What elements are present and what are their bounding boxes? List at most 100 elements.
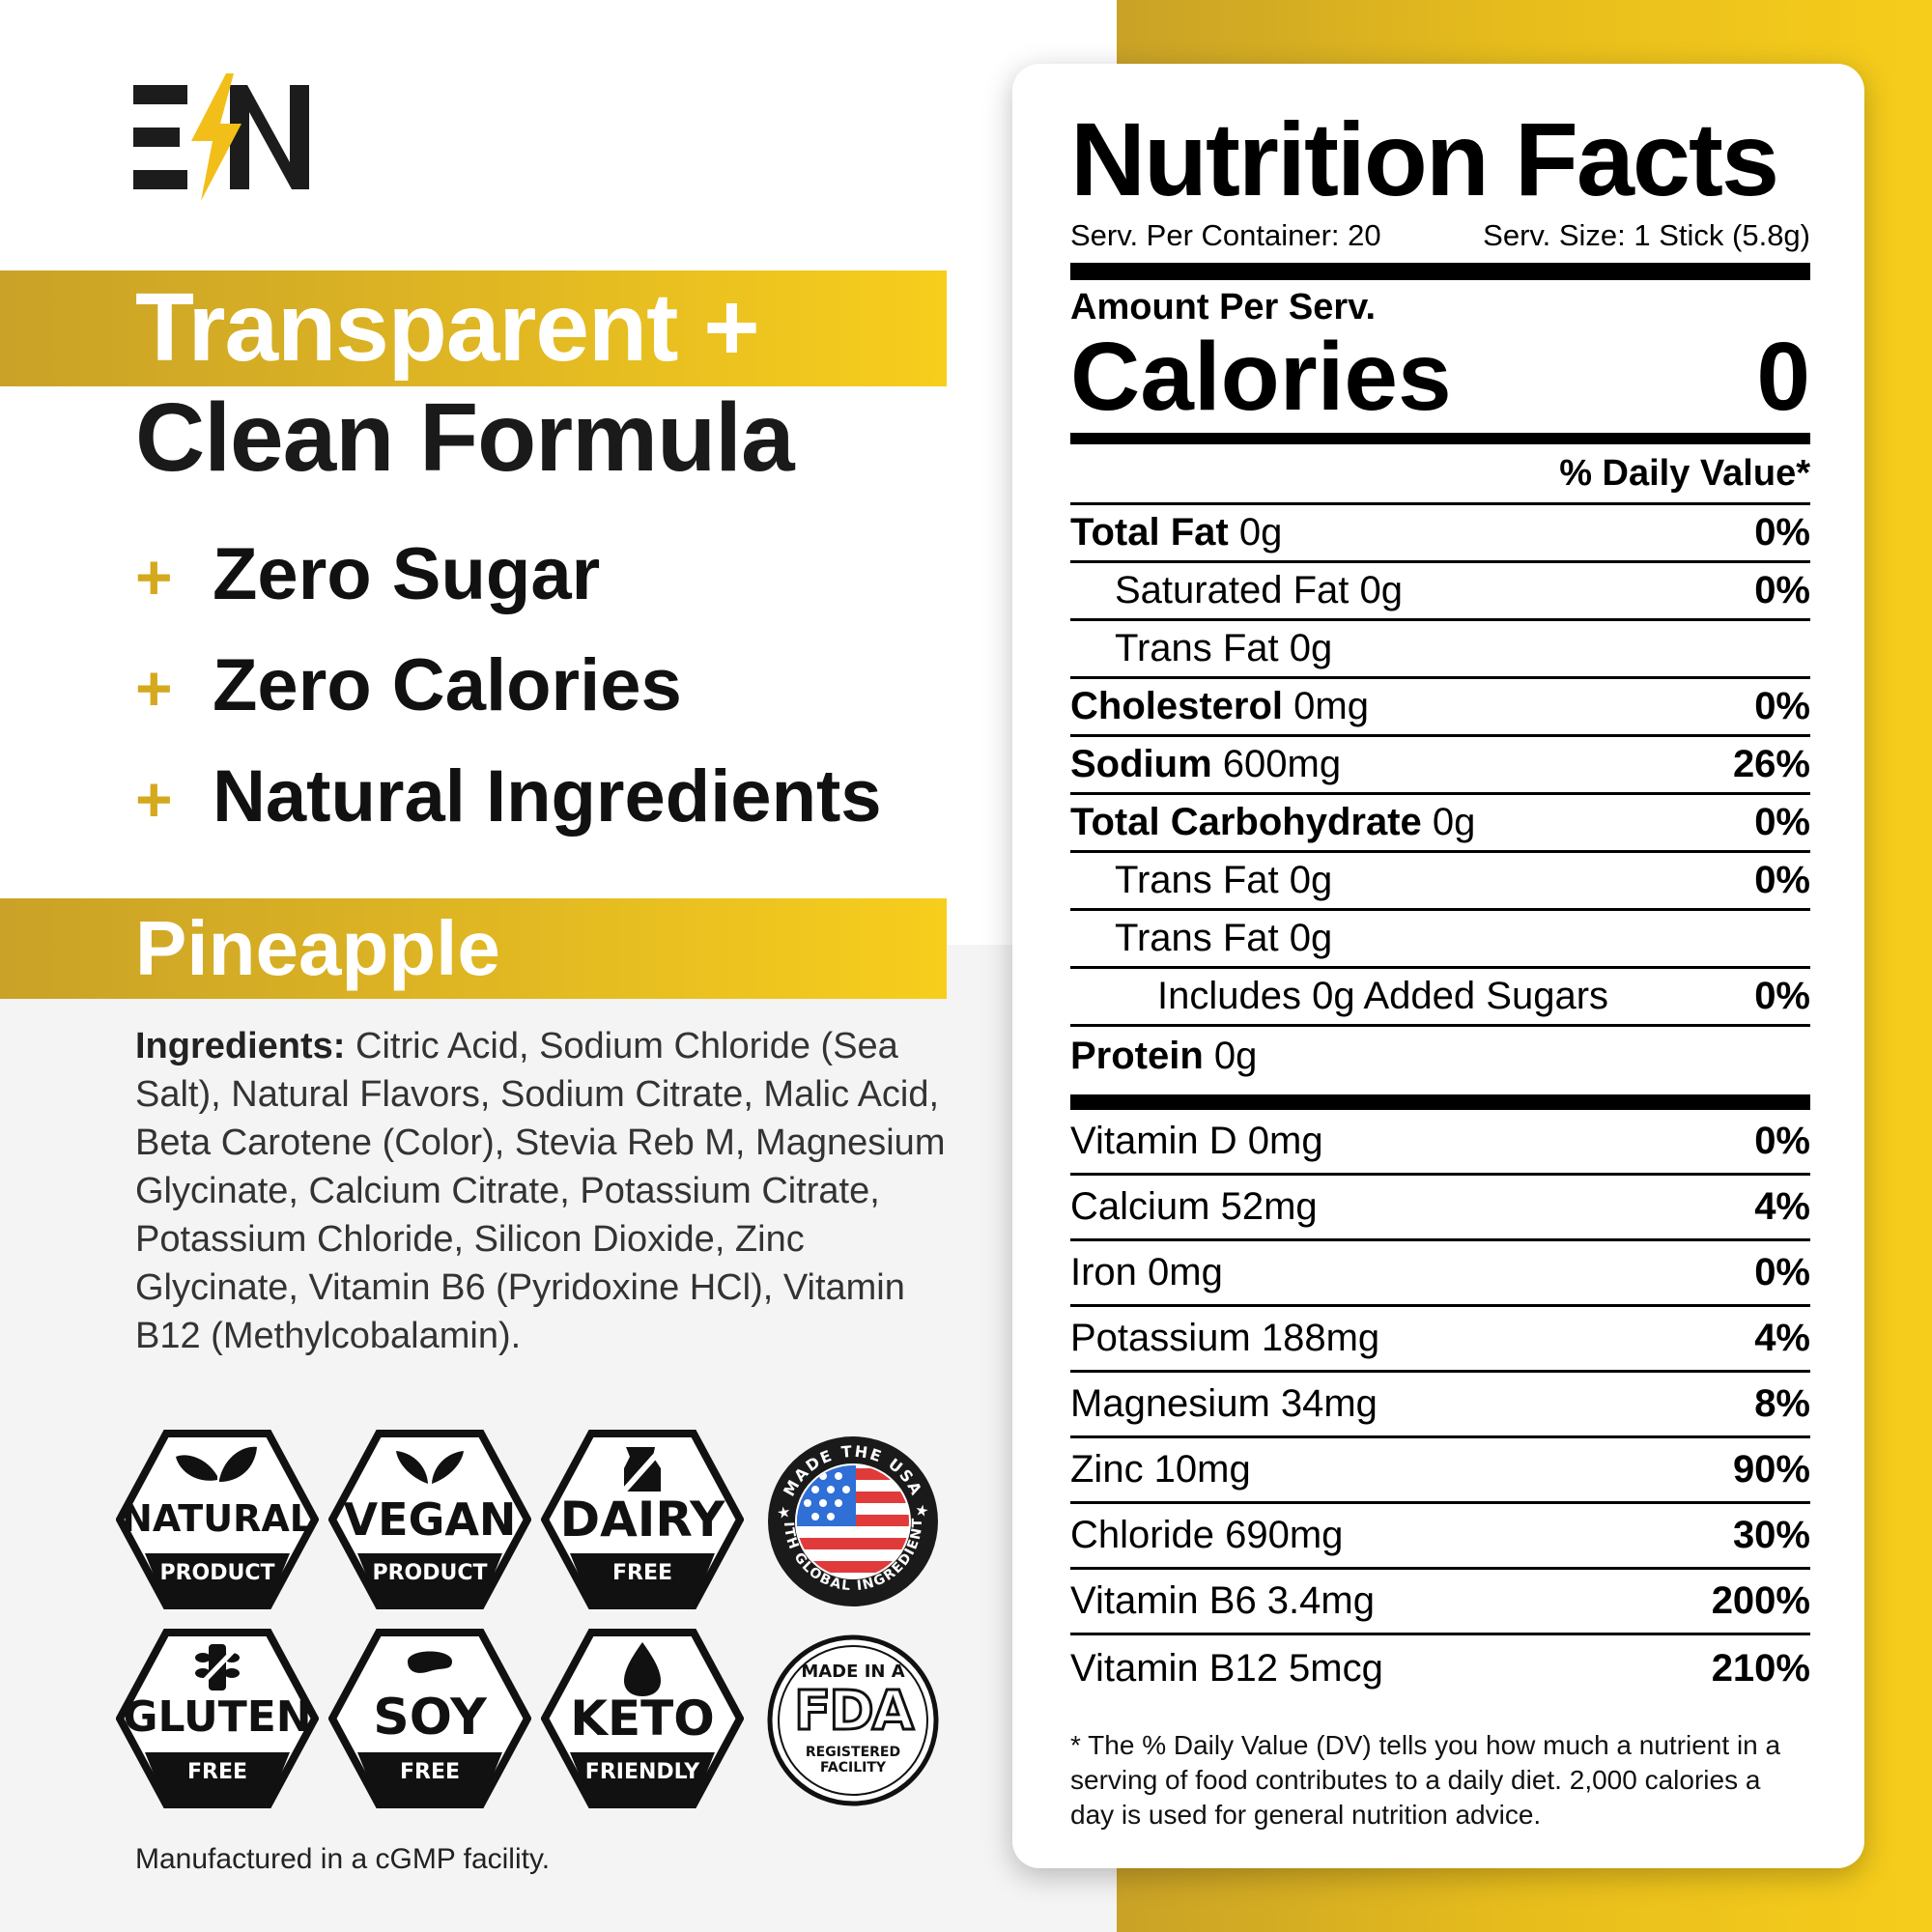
nutrient-row: Cholesterol 0mg 0% (1070, 679, 1810, 737)
vitamin-daily-value: 0% (1754, 1120, 1810, 1162)
vitamin-row: Calcium 52mg 4% (1070, 1176, 1810, 1241)
badge-title: KETO (570, 1690, 715, 1747)
nutrient-bold-name: Sodium (1070, 743, 1212, 785)
ingredients-list: Ingredients: Citric Acid, Sodium Chlorid… (135, 1022, 976, 1360)
nutrient-name: Trans Fat 0g (1070, 917, 1332, 960)
nutrient-amount: Includes 0g Added Sugars (1157, 975, 1609, 1017)
nutrient-daily-value: 0% (1754, 859, 1810, 901)
calories-value: 0 (1756, 323, 1810, 431)
vitamin-daily-value: 8% (1754, 1382, 1810, 1425)
vitamin-row: Vitamin B12 5mcg 210% (1070, 1635, 1810, 1701)
thick-divider (1070, 1094, 1810, 1110)
vitamin-name: Calcium 52mg (1070, 1185, 1318, 1228)
nutrient-row: Sodium 600mg 26% (1070, 737, 1810, 795)
ingredients-text: Citric Acid, Sodium Chloride (Sea Salt),… (135, 1026, 946, 1356)
fda-facility: FACILITY (819, 1760, 887, 1776)
nutrient-name: Total Carbohydrate 0g (1070, 801, 1475, 844)
nutrient-daily-value: 0% (1754, 685, 1810, 727)
medium-divider (1070, 433, 1810, 444)
badge-subtitle: FREE (186, 1760, 248, 1784)
leaf-icon (396, 1451, 464, 1484)
vitamin-row: Zinc 10mg 90% (1070, 1438, 1810, 1504)
manufactured-note: Manufactured in a cGMP facility. (135, 1843, 551, 1875)
drop-icon (624, 1642, 661, 1696)
vitamin-name: Vitamin D 0mg (1070, 1120, 1323, 1162)
serving-info: Serv. Per Container: 20 Serv. Size: 1 St… (1070, 218, 1810, 253)
benefit-zero-sugar: + Zero Sugar (135, 531, 600, 620)
nutrient-amount: 0mg (1283, 685, 1369, 727)
badge-title: NATURAL (122, 1497, 313, 1540)
nutrient-amount: Trans Fat 0g (1115, 917, 1333, 959)
logo-mark (133, 73, 309, 201)
vitamin-name: Magnesium 34mg (1070, 1382, 1378, 1425)
nutrient-row: Total Carbohydrate 0g 0% (1070, 795, 1810, 853)
nutrient-name: Saturated Fat 0g (1070, 569, 1403, 612)
nutrient-row: Trans Fat 0g (1070, 621, 1810, 679)
nutrient-name: Trans Fat 0g (1070, 859, 1332, 902)
badge-subtitle: FREE (399, 1760, 461, 1784)
vitamin-daily-value: 90% (1732, 1448, 1810, 1491)
nutrient-amount: 0g (1228, 511, 1283, 554)
nutrient-amount: Trans Fat 0g (1115, 859, 1333, 901)
fda-seal-top-text: MADE IN A (801, 1662, 905, 1682)
vitamin-row: Iron 0mg 0% (1070, 1241, 1810, 1307)
no-dairy-icon (615, 1441, 669, 1499)
nutrient-row: Total Fat 0g 0% (1070, 505, 1810, 563)
nutrition-facts-panel: Nutrition Facts Serv. Per Container: 20 … (1070, 102, 1810, 1833)
badge-subtitle: PRODUCT (159, 1561, 275, 1585)
servings-per-container: Serv. Per Container: 20 (1070, 218, 1381, 252)
nutrient-name: Cholesterol 0mg (1070, 685, 1369, 728)
badge-keto-friendly: KETO FRIENDLY (541, 1629, 744, 1808)
nutrient-daily-value: 0% (1754, 511, 1810, 554)
nutrient-bold-name: Cholesterol (1070, 685, 1284, 727)
badge-soy-free: SOY FREE (328, 1629, 531, 1808)
badge-dairy-free: DAIRY FREE (541, 1430, 744, 1609)
nutrient-name: Trans Fat 0g (1070, 627, 1332, 670)
benefit-text: Zero Sugar (213, 533, 601, 615)
vitamin-daily-value: 4% (1754, 1185, 1810, 1228)
fda-registered: REGISTERED (805, 1745, 901, 1760)
flavor-highlight-bar (0, 898, 947, 999)
calories-label: Calories (1070, 323, 1452, 431)
vitamin-name: Chloride 690mg (1070, 1514, 1344, 1556)
vitamin-name: Iron 0mg (1070, 1251, 1223, 1293)
nutrient-row: Trans Fat 0g 0% (1070, 853, 1810, 911)
fda-seal-bottom-text: REGISTERED FACILITY (765, 1745, 941, 1776)
vitamin-row: Vitamin D 0mg 0% (1070, 1110, 1810, 1176)
vitamin-daily-value: 0% (1754, 1251, 1810, 1293)
nutrient-daily-value: 0% (1754, 569, 1810, 611)
nutrient-bold-name: Total Fat (1070, 511, 1229, 554)
nutrient-amount: Saturated Fat 0g (1115, 569, 1403, 611)
vitamin-row: Potassium 188mg 4% (1070, 1307, 1810, 1373)
leaf-icon (176, 1446, 257, 1482)
vitamin-name: Vitamin B6 3.4mg (1070, 1579, 1375, 1622)
headline-line-1: Transparent + (135, 273, 760, 382)
vitamin-daily-value: 30% (1732, 1514, 1810, 1556)
badge-gluten-free: GLUTEN FREE (116, 1629, 319, 1808)
plus-icon: + (135, 763, 173, 835)
badge-subtitle: FRIENDLY (584, 1760, 700, 1784)
nutrient-amount: 0g (1203, 1034, 1258, 1077)
certification-badges: NATURAL PRODUCT VEGAN PRODUCT DAIRY FREE (116, 1422, 966, 1808)
badge-natural-product: NATURAL PRODUCT (116, 1430, 319, 1609)
flavor-name: Pineapple (135, 905, 500, 991)
bean-icon (408, 1651, 452, 1673)
benefit-zero-calories: + Zero Calories (135, 642, 682, 731)
benefit-text: Natural Ingredients (213, 755, 882, 838)
badge-title: SOY (373, 1689, 487, 1747)
headline-highlight-bar (0, 270, 947, 386)
nutrient-amount: 0g (1421, 801, 1476, 843)
nutrient-name: Total Fat 0g (1070, 511, 1282, 554)
badge-title: DAIRY (559, 1492, 725, 1548)
badge-title: GLUTEN (123, 1692, 312, 1742)
nutrition-facts-card: Nutrition Facts Serv. Per Container: 20 … (1012, 64, 1864, 1868)
daily-value-header: % Daily Value* (1070, 444, 1810, 505)
vitamin-rows: Vitamin D 0mg 0% Calcium 52mg 4% Iron 0mg 0% P… (1070, 1110, 1810, 1701)
vitamin-name: Potassium 188mg (1070, 1317, 1380, 1359)
thick-divider (1070, 263, 1810, 280)
nutrient-name: Includes 0g Added Sugars (1070, 975, 1608, 1018)
benefit-natural-ingredients: + Natural Ingredients (135, 753, 882, 842)
vitamin-row: Chloride 690mg 30% (1070, 1504, 1810, 1570)
nutrient-amount: Trans Fat 0g (1115, 627, 1333, 669)
nutrient-name: Protein 0g (1070, 1035, 1257, 1078)
